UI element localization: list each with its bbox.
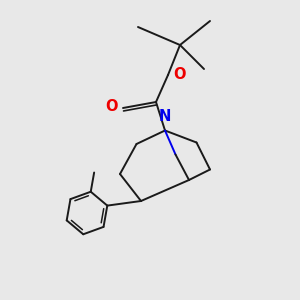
- Text: O: O: [105, 99, 118, 114]
- Text: O: O: [173, 67, 186, 82]
- Text: N: N: [158, 109, 171, 124]
